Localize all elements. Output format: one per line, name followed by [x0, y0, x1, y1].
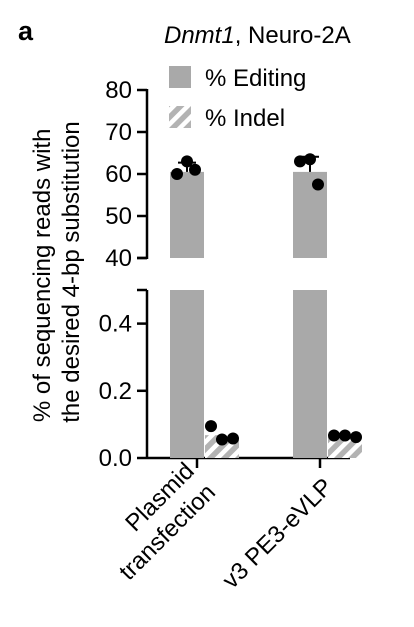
y-axis-label-line-1: % of sequencing reads with [29, 129, 56, 423]
data-point [312, 178, 324, 191]
bar-editing-lower [293, 290, 327, 458]
panel-label: a [18, 16, 34, 46]
x-tick-label-line: v3 PE3-eVLP [217, 473, 338, 594]
bars [170, 171, 362, 458]
y-tick-label: 70 [105, 119, 132, 146]
bar-editing-upper [170, 171, 204, 258]
x-tick-label: v3 PE3-eVLP [217, 473, 338, 594]
y-tick-label: 50 [105, 203, 132, 230]
y-tick-label: 0.0 [99, 445, 132, 472]
chart-title-cell-line: , Neuro-2A [235, 22, 351, 49]
y-tick-label: 0.4 [99, 311, 132, 338]
data-point [227, 432, 239, 445]
y-tick-label: 60 [105, 161, 132, 188]
axes: 40 50 60 70 80 0.0 0.2 0.4 [99, 77, 350, 472]
chart-title: Dnmt1, Neuro-2A [164, 22, 351, 49]
x-tick-label-text: v3 PE3-eVLP [217, 473, 338, 594]
x-tick-label-text: Plasmidtransfection [93, 458, 221, 586]
data-point [350, 431, 362, 444]
data-point [205, 420, 217, 433]
data-point [216, 433, 228, 446]
chart-title-gene: Dnmt1 [164, 22, 235, 49]
legend-label-indel: % Indel [205, 105, 285, 132]
legend-swatch-editing [169, 66, 191, 88]
legend-label-editing: % Editing [205, 65, 306, 92]
data-point [171, 168, 183, 180]
y-axis-label: % of sequencing reads with the desired 4… [29, 121, 85, 423]
legend: % Editing % Indel [169, 65, 306, 132]
data-point [294, 155, 306, 168]
y-tick-label: 0.2 [99, 378, 132, 405]
legend-swatch-indel [169, 106, 191, 128]
data-point [328, 429, 340, 442]
x-tick-label: Plasmidtransfection [93, 458, 221, 586]
data-point [339, 429, 351, 442]
data-point [181, 155, 193, 168]
data-point [304, 153, 316, 166]
y-tick-label: 80 [105, 77, 132, 104]
bar-editing-lower [170, 290, 204, 458]
data-marks [171, 153, 362, 446]
y-axis-label-line-2: the desired 4-bp substitution [58, 121, 85, 423]
y-tick-label: 40 [105, 245, 132, 272]
data-point [189, 163, 201, 176]
